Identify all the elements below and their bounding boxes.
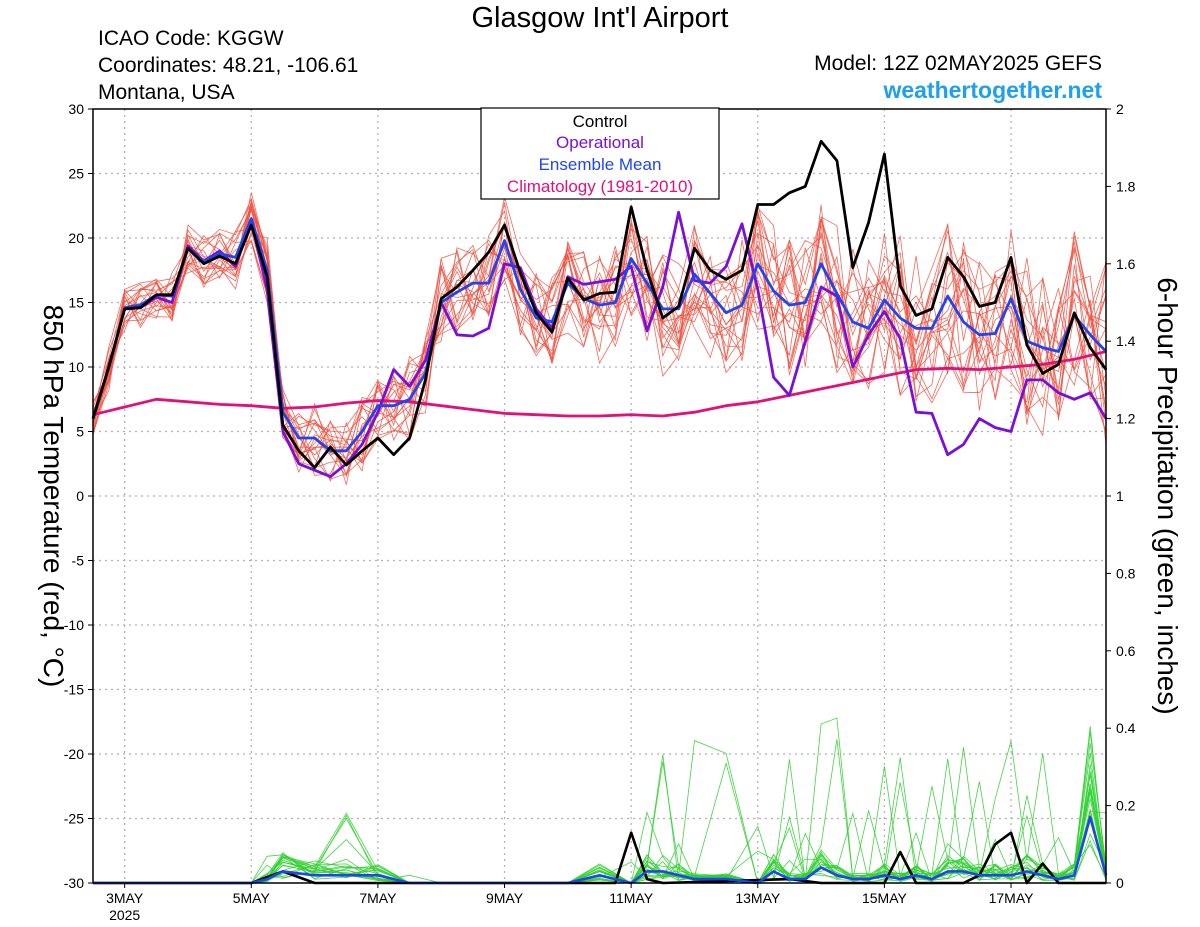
ytick-label: 15 bbox=[68, 295, 84, 311]
precip-member-line bbox=[93, 740, 1107, 885]
axes-layer: -30-25-20-15-10-505101520253000.20.40.60… bbox=[64, 101, 1136, 923]
ensemble-member-line bbox=[92, 202, 1107, 468]
location: Montana, USA bbox=[98, 81, 235, 104]
left-axis-label: 850 hPa Temperature (red, °C) bbox=[38, 305, 69, 688]
y2tick-label: 0.2 bbox=[1116, 798, 1136, 814]
climatology-line bbox=[92, 350, 1107, 418]
ytick-label: -30 bbox=[64, 875, 84, 891]
xtick-label: 7MAY bbox=[359, 890, 397, 906]
y2tick-label: 2 bbox=[1116, 101, 1124, 117]
ytick-label: 0 bbox=[76, 488, 84, 504]
y2tick-label: 1 bbox=[1116, 488, 1124, 504]
xtick-label: 15MAY bbox=[862, 890, 908, 906]
ytick-label: -15 bbox=[64, 682, 84, 698]
ensemble-mean-line bbox=[91, 217, 1108, 453]
ensemble-member-line bbox=[92, 208, 1107, 460]
ensemble-member-line bbox=[92, 208, 1107, 459]
ytick-label: -25 bbox=[64, 811, 84, 827]
legend-control: Control bbox=[573, 112, 628, 131]
ytick-label: -10 bbox=[64, 617, 84, 633]
y2tick-label: 0 bbox=[1116, 875, 1124, 891]
y2tick-label: 0.8 bbox=[1116, 565, 1136, 581]
chart-title: Glasgow Int'l Airport bbox=[471, 2, 729, 34]
legend-box bbox=[480, 107, 720, 200]
legend-climatology: Climatology (1981-2010) bbox=[507, 177, 693, 196]
legend: Control Operational Ensemble Mean Climat… bbox=[480, 107, 720, 200]
ytick-label: 10 bbox=[68, 359, 84, 375]
ytick-label: 30 bbox=[68, 101, 84, 117]
ensemble-member-line bbox=[92, 202, 1107, 485]
legend-mean: Ensemble Mean bbox=[539, 155, 662, 174]
y2tick-label: 0.6 bbox=[1116, 643, 1136, 659]
y2tick-label: 1.6 bbox=[1116, 256, 1136, 272]
xtick-label: 11MAY bbox=[609, 890, 653, 906]
ensemble-member-line bbox=[92, 216, 1107, 461]
ytick-label: -5 bbox=[72, 553, 85, 569]
precip-member-line bbox=[93, 761, 1107, 884]
model-run: Model: 12Z 02MAY2025 GEFS bbox=[814, 52, 1102, 75]
ensemble-member-line bbox=[92, 207, 1107, 478]
legend-operational: Operational bbox=[556, 133, 644, 152]
mean-precip-line bbox=[93, 815, 1108, 885]
operational-line bbox=[91, 210, 1108, 478]
precip-member-line bbox=[93, 717, 1107, 884]
y2tick-label: 1.4 bbox=[1116, 333, 1136, 349]
xtick-label: 5MAY bbox=[233, 890, 271, 906]
coordinates: Coordinates: 48.21, -106.61 bbox=[98, 54, 359, 77]
xtick-label: 9MAY bbox=[486, 890, 524, 906]
y2tick-label: 0.4 bbox=[1116, 720, 1136, 736]
ytick-label: 5 bbox=[76, 424, 84, 440]
ensemble-member-line bbox=[92, 205, 1107, 436]
xtick-label: 17MAY bbox=[989, 890, 1035, 906]
ensemble-member-line bbox=[92, 224, 1107, 464]
right-axis-label: 6-hour Precipitation (green, inches) bbox=[1152, 277, 1183, 714]
ytick-label: 25 bbox=[68, 166, 84, 182]
icao-code: ICAO Code: KGGW bbox=[98, 27, 284, 50]
ensemble-member-line bbox=[92, 197, 1107, 469]
site-name: weathertogether.net bbox=[883, 77, 1102, 103]
ytick-label: 20 bbox=[68, 230, 84, 246]
xtick-label: 3MAY bbox=[106, 890, 144, 906]
main-series bbox=[91, 139, 1108, 885]
control-line bbox=[91, 139, 1108, 469]
xtick-sublabel: 2025 bbox=[109, 907, 140, 923]
ensemble-member-line bbox=[92, 219, 1107, 454]
y2tick-label: 1.8 bbox=[1116, 178, 1136, 194]
xtick-label: 13MAY bbox=[735, 890, 781, 906]
precip-member-lines bbox=[93, 717, 1107, 885]
y2tick-label: 1.2 bbox=[1116, 411, 1136, 427]
ytick-label: -20 bbox=[64, 746, 84, 762]
